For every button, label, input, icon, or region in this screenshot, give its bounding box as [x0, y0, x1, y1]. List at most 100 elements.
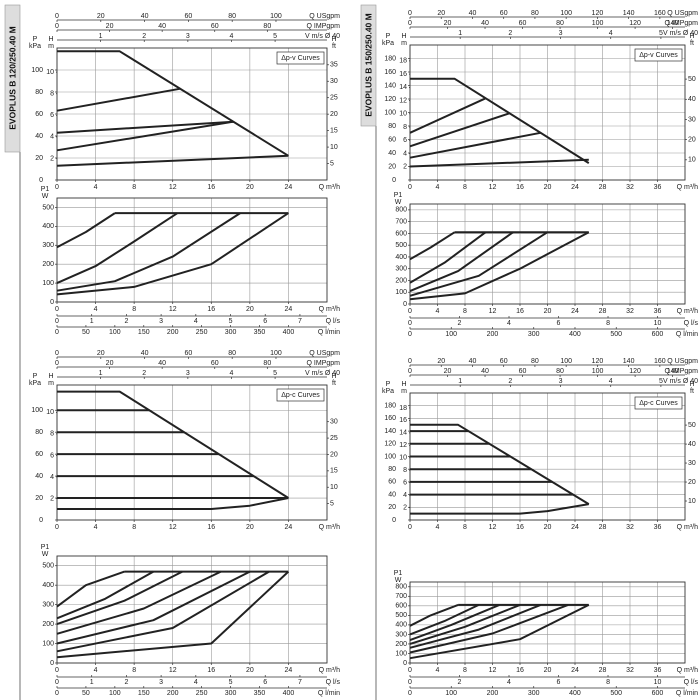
x-tick-label: 16	[207, 524, 215, 531]
x-tick-label: 24	[285, 524, 293, 531]
axis-tick-label: 400	[283, 329, 295, 336]
axis-tick-label: 100	[445, 690, 457, 697]
x-tick-label: 24	[571, 184, 579, 191]
x-tick-label: 24	[285, 306, 293, 313]
curve	[56, 570, 125, 608]
x-tick-label: 12	[489, 524, 497, 531]
y-tick-label: 300	[395, 631, 407, 638]
axis-tick-label: 250	[196, 329, 208, 336]
curve	[56, 570, 251, 645]
axis-tick-label: 0	[55, 679, 59, 686]
axis-tick-label: 40	[141, 350, 149, 357]
axis-symbol: H	[48, 373, 53, 380]
axis-tick-label: 100	[445, 331, 457, 338]
axis-tick-label: 60	[500, 358, 508, 365]
axis-tick-label: 14	[399, 430, 407, 437]
axis-tick-label: 4	[230, 33, 234, 40]
y-tick-label: 100	[42, 280, 54, 287]
axis-tick-label: 20	[97, 13, 105, 20]
axis-tick-label: 10	[330, 484, 338, 491]
axis-tick-label: 20	[444, 368, 452, 375]
axis-tick-label: 350	[254, 690, 266, 697]
axis-symbol: H	[689, 33, 694, 40]
y-tick-label: 0	[403, 301, 407, 308]
curve	[56, 570, 222, 635]
x-tick-label: 12	[169, 667, 177, 674]
axis-label: Q l/s	[684, 320, 699, 327]
axis-label: Q l/s	[326, 318, 341, 325]
x-axis-label: Q m³/h	[319, 184, 340, 191]
axis-tick-label: 20	[688, 136, 696, 143]
y-tick-label: 120	[384, 441, 396, 448]
axis-tick-label: 80	[531, 358, 539, 365]
axis-tick-label: 20	[688, 479, 696, 486]
axis-tick-label: 6	[557, 679, 561, 686]
x-tick-label: 24	[571, 667, 579, 674]
y-tick-label: 60	[35, 111, 43, 118]
y-tick-label: 300	[42, 242, 54, 249]
axis-tick-label: 60	[184, 350, 192, 357]
axis-tick-label: 30	[330, 419, 338, 426]
annotation-box	[634, 48, 683, 62]
axis-symbol: H	[48, 36, 53, 43]
axis-tick-label: 0	[55, 329, 59, 336]
axis-tick-label: 8	[606, 679, 610, 686]
axis-label: m	[48, 43, 54, 50]
x-axis-label: Q m³/h	[319, 524, 340, 531]
x-tick-label: 28	[599, 667, 607, 674]
y-tick-label: 400	[42, 223, 54, 230]
axis-tick-label: 30	[688, 116, 696, 123]
axis-label: V m/s Ø 40	[305, 370, 340, 377]
axis-tick-label: 10	[688, 498, 696, 505]
y-axis-symbol: P1	[394, 570, 403, 577]
axis-tick-label: 60	[519, 20, 527, 27]
y-tick-label: 140	[384, 428, 396, 435]
y-axis-symbol: P	[386, 33, 391, 40]
curve	[56, 154, 289, 167]
y-tick-label: 80	[388, 466, 396, 473]
axis-tick-label: 300	[225, 690, 237, 697]
x-tick-label: 24	[571, 524, 579, 531]
x-tick-label: 36	[654, 308, 662, 315]
x-tick-label: 16	[207, 306, 215, 313]
axis-tick-label: 4	[230, 370, 234, 377]
y-tick-label: 180	[384, 403, 396, 410]
axis-tick-label: 1	[99, 370, 103, 377]
y-tick-label: 180	[384, 55, 396, 62]
axis-tick-label: 5	[273, 33, 277, 40]
axis-tick-label: 2	[403, 504, 407, 511]
axis-tick-label: 5	[330, 160, 334, 167]
y-tick-label: 500	[395, 612, 407, 619]
axis-tick-label: 3	[186, 370, 190, 377]
axis-tick-label: 100	[109, 690, 121, 697]
y-tick-label: 60	[388, 136, 396, 143]
axis-tick-label: 140	[623, 358, 635, 365]
axis-tick-label: 15	[330, 127, 338, 134]
x-tick-label: 16	[207, 667, 215, 674]
axis-tick-label: 25	[330, 95, 338, 102]
y-axis-symbol: P1	[394, 192, 403, 199]
axis-label: Q l/min	[676, 331, 698, 338]
curve	[409, 603, 480, 636]
curve	[56, 570, 270, 653]
curve	[410, 423, 590, 505]
axis-tick-label: 80	[263, 23, 271, 30]
axis-tick-label: 50	[82, 329, 90, 336]
annotation-box	[276, 51, 325, 65]
x-tick-label: 0	[408, 308, 412, 315]
x-tick-label: 0	[55, 667, 59, 674]
axis-tick-label: 80	[531, 10, 539, 17]
y-tick-label: 80	[388, 123, 396, 130]
axis-tick-label: 40	[481, 368, 489, 375]
curve	[409, 603, 500, 642]
axis-tick-label: 120	[592, 10, 604, 17]
axis-tick-label: 20	[437, 358, 445, 365]
axis-tick-label: 2	[124, 318, 128, 325]
y-tick-label: 20	[388, 504, 396, 511]
x-tick-label: 36	[654, 667, 662, 674]
y-tick-label: 0	[392, 517, 396, 524]
axis-tick-label: 16	[399, 417, 407, 424]
axis-tick-label: 2	[142, 33, 146, 40]
axis-tick-label: 1	[458, 378, 462, 385]
y-tick-label: 200	[395, 277, 407, 284]
